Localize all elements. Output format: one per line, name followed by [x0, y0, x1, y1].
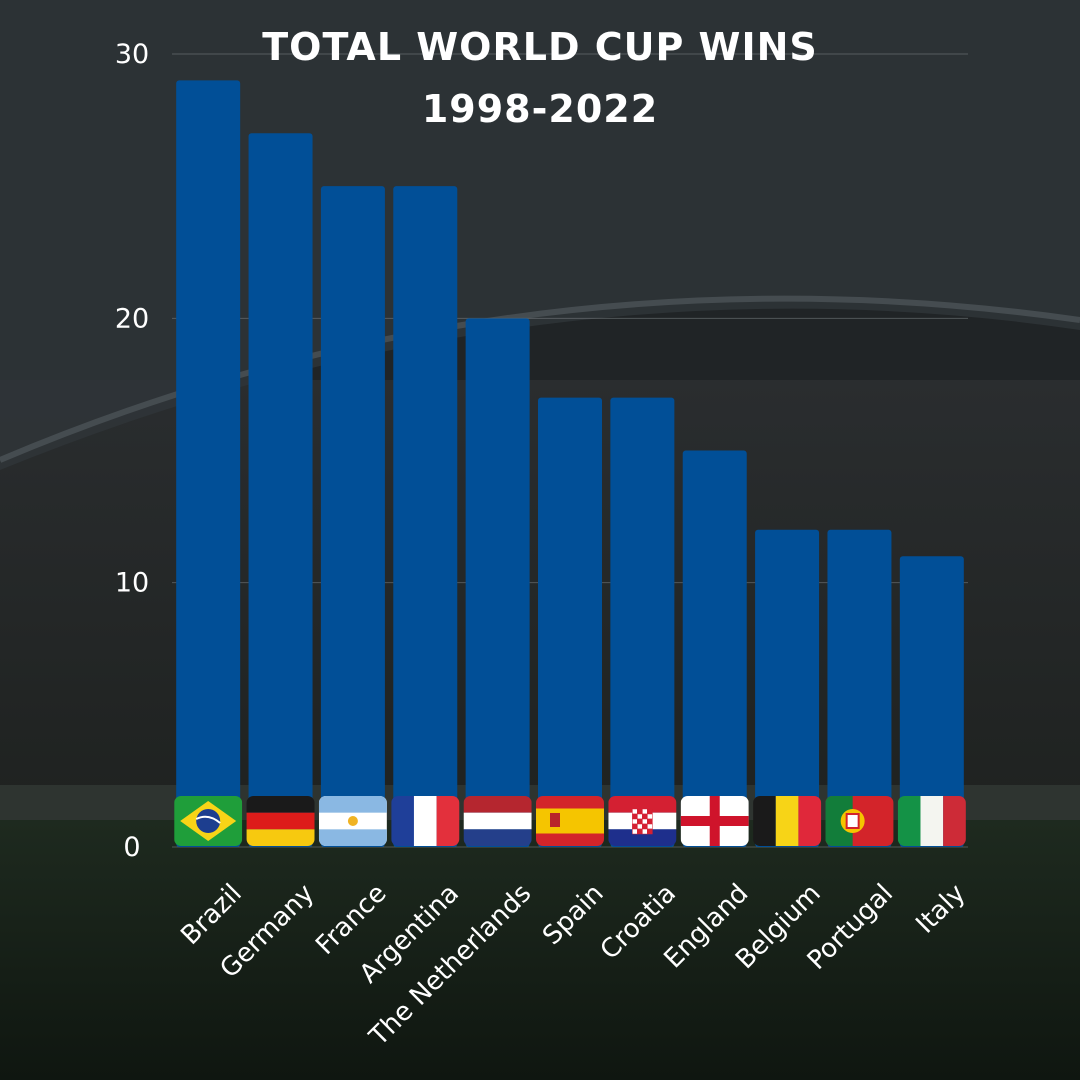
belgium-flag-icon — [753, 796, 822, 846]
bar — [899, 556, 964, 847]
bar — [393, 186, 458, 847]
y-tick-label: 30 — [115, 39, 149, 70]
croatia-flag-icon — [608, 796, 677, 846]
bar — [827, 529, 892, 847]
bar — [248, 133, 313, 848]
bar — [682, 450, 747, 847]
y-axis-ticks: 0 10 20 30 — [115, 39, 149, 863]
brazil-flag-icon — [174, 796, 243, 846]
x-tick-label: Italy — [910, 878, 971, 939]
chart-subtitle: 1998-2022 — [422, 87, 658, 131]
netherlands-flag-icon — [463, 796, 532, 846]
bar — [465, 318, 530, 847]
bar — [610, 397, 675, 847]
bar — [320, 186, 385, 847]
france-flag-icon — [391, 796, 460, 846]
argentina-flag-icon — [318, 796, 387, 846]
chart-title: TOTAL WORLD CUP WINS — [262, 25, 818, 69]
bars — [176, 80, 964, 848]
italy-flag-icon — [897, 796, 966, 846]
germany-flag-icon — [246, 796, 315, 846]
bar — [538, 397, 602, 847]
portugal-flag-icon — [825, 796, 894, 846]
spain-flag-icon — [536, 796, 604, 846]
bar — [176, 80, 241, 847]
bar — [755, 529, 820, 847]
england-flag-icon — [680, 796, 749, 846]
flags — [174, 796, 966, 846]
y-tick-label: 0 — [123, 832, 140, 863]
y-tick-label: 10 — [115, 568, 149, 599]
y-tick-label: 20 — [115, 303, 149, 334]
